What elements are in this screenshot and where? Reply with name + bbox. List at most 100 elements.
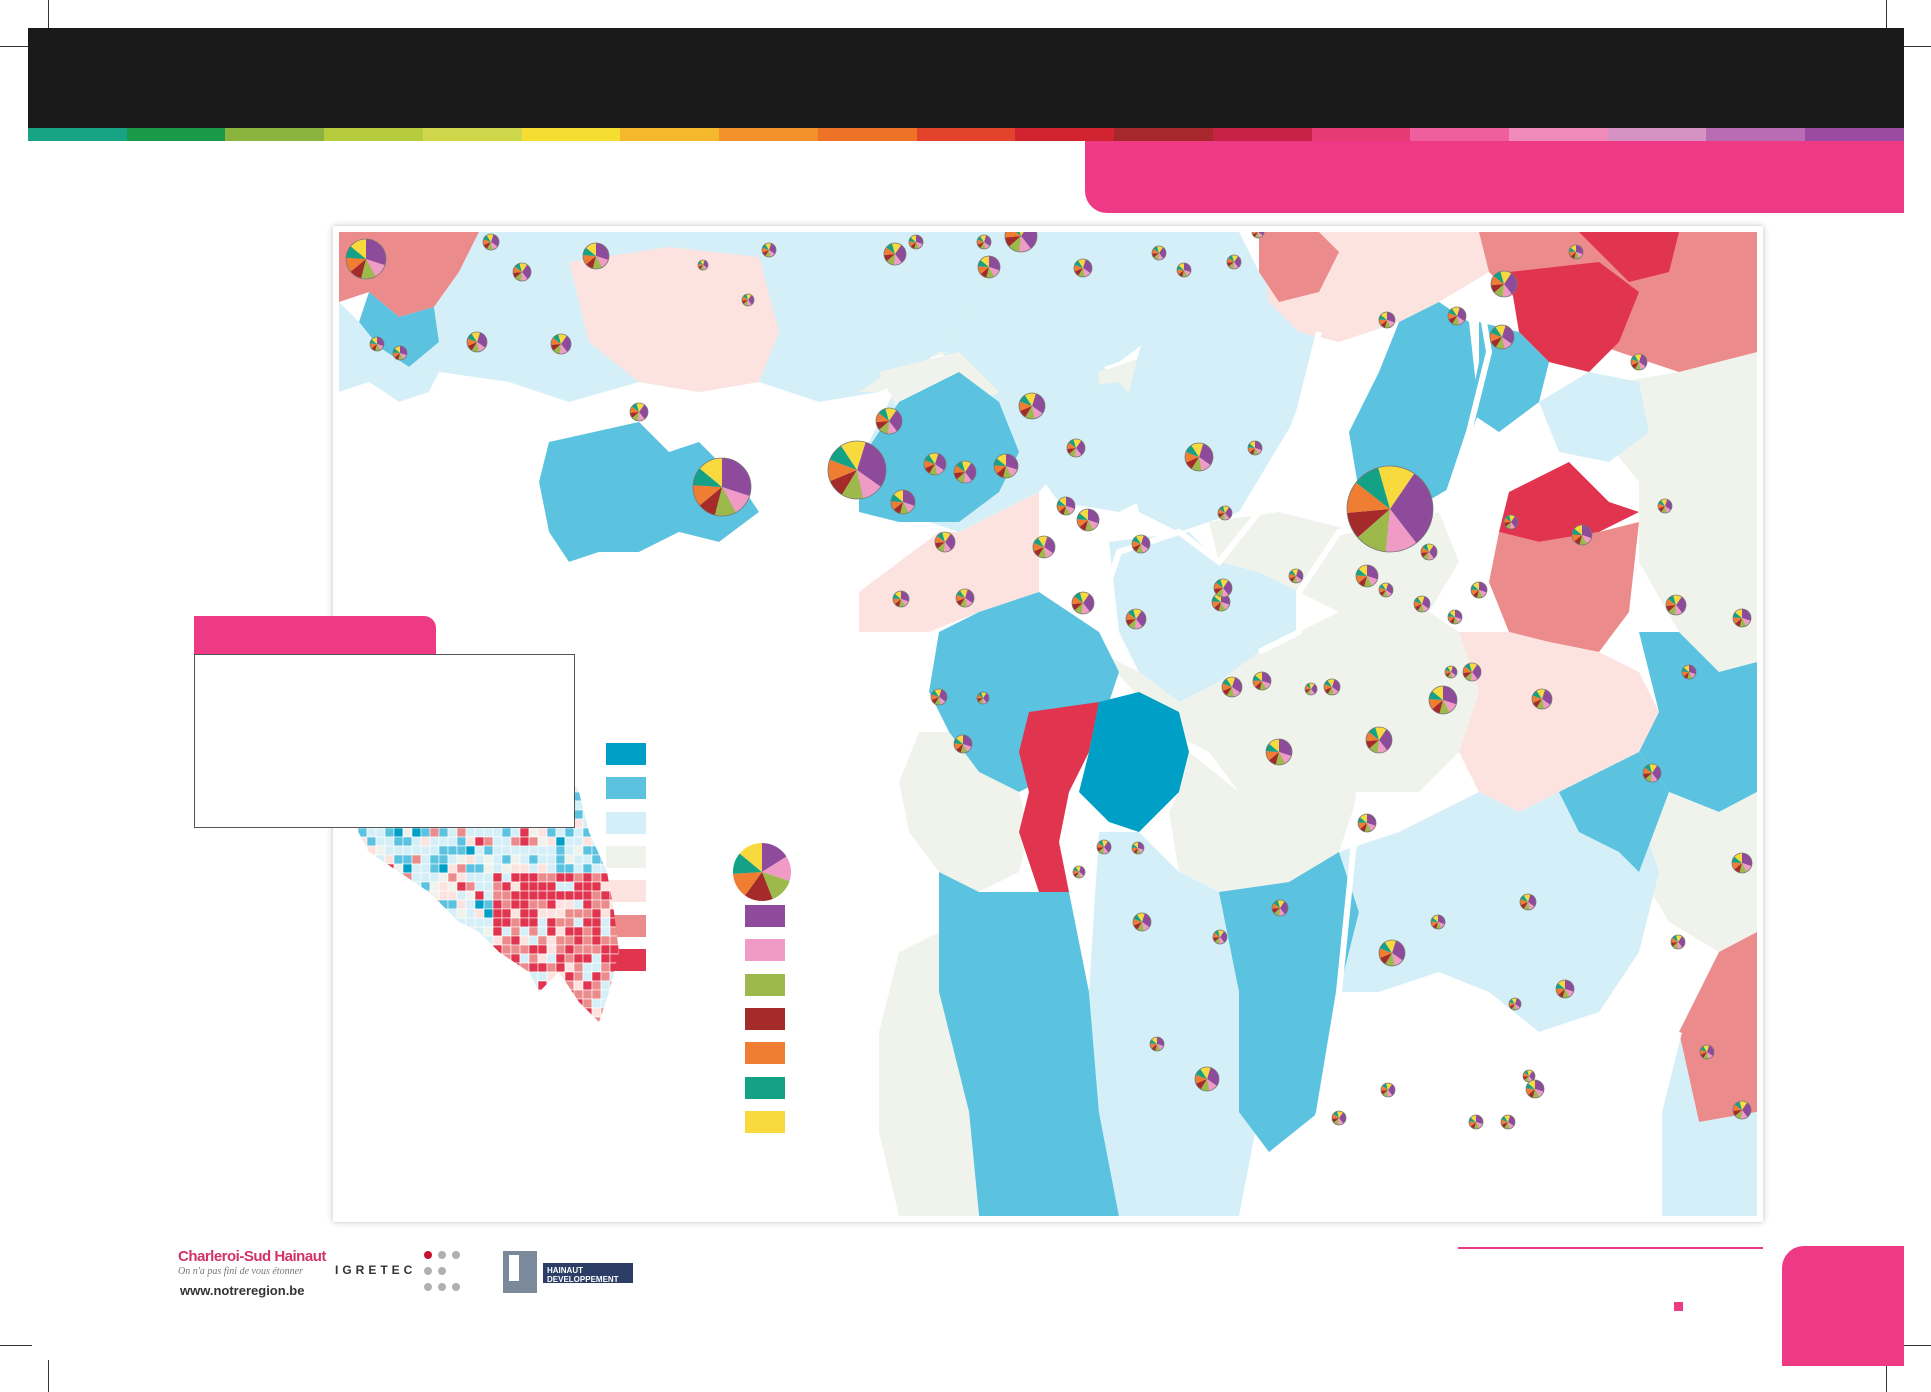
pie-slice — [996, 454, 1006, 466]
pie-slice — [931, 690, 939, 697]
pie-slice — [889, 410, 902, 432]
pie-slice — [471, 332, 480, 342]
pie-slice — [1368, 727, 1379, 740]
pie-symbol — [1430, 914, 1446, 930]
pie-slice — [1422, 596, 1431, 609]
pie-slice — [1536, 689, 1545, 699]
pie-slice — [1532, 690, 1542, 699]
pie-slice — [1005, 236, 1021, 247]
pie-slice — [1025, 406, 1035, 419]
pie-slice — [1524, 1070, 1529, 1076]
pie-slice — [1676, 596, 1687, 613]
pie-slice — [1360, 814, 1367, 823]
pie-slice — [956, 461, 965, 472]
pie-slice — [1157, 1037, 1164, 1047]
pie-slice — [1570, 252, 1576, 259]
pie-slice — [1417, 604, 1424, 612]
pie-slice — [1038, 547, 1047, 558]
pie-slice — [1292, 576, 1298, 583]
pie-slice — [1213, 932, 1220, 938]
pie-slice — [1574, 535, 1582, 545]
pie-symbol — [1642, 763, 1662, 783]
pie-slice — [1658, 506, 1665, 512]
pie-symbol — [1184, 442, 1214, 472]
pie-symbol — [1490, 270, 1518, 298]
pie-slice — [1431, 917, 1438, 922]
crop-mark — [0, 46, 32, 47]
pie-slice — [1150, 1043, 1157, 1049]
pie-slice — [893, 593, 901, 599]
pie-slice — [1707, 1045, 1714, 1057]
pie-slice — [1455, 610, 1462, 620]
pie-slice — [1448, 616, 1455, 622]
pie-slice — [1249, 448, 1255, 455]
pie-symbol — [482, 233, 500, 251]
pie-symbol — [1500, 1114, 1516, 1130]
crop-mark — [1886, 0, 1887, 32]
pie-symbol — [550, 333, 572, 355]
pie-slice — [1019, 401, 1032, 411]
pie-slice — [1083, 593, 1094, 612]
pie-slice — [1153, 246, 1159, 253]
pie-slice — [1212, 596, 1221, 602]
pie-slice — [1631, 362, 1639, 369]
pie-slice — [1742, 1102, 1751, 1118]
pie-slice — [1385, 509, 1417, 552]
website-link[interactable]: www.notreregion.be — [180, 1283, 305, 1298]
igretec-logo: IGRETEC — [335, 1251, 460, 1291]
pie-slice — [1132, 844, 1138, 848]
pie-slice — [1219, 937, 1225, 944]
pie-symbol — [1132, 912, 1152, 932]
pie-slice — [1253, 680, 1262, 687]
pie-slice — [965, 589, 975, 604]
pie-slice — [1556, 988, 1565, 995]
pie-slice — [996, 466, 1006, 478]
pie-symbol — [369, 336, 385, 352]
pie-slice — [914, 242, 920, 249]
pie-slice — [491, 234, 499, 247]
pie-slice — [909, 241, 916, 247]
pie-slice — [370, 343, 377, 349]
pie-symbol — [1508, 997, 1522, 1011]
pie-slice — [1033, 547, 1044, 557]
pie-slice — [935, 464, 944, 475]
pie-symbol — [629, 402, 649, 422]
pie-slice — [1448, 312, 1457, 320]
pie-slice — [929, 464, 938, 475]
charleroi-tagline: On n'a pas fini de vous étonner — [178, 1266, 303, 1277]
pie-slice — [1431, 921, 1438, 927]
pie-slice — [551, 344, 561, 351]
pie-symbol — [976, 691, 990, 705]
pie-slice — [1191, 457, 1202, 471]
pie-slice — [1366, 740, 1379, 749]
pie-slice — [1381, 1085, 1388, 1091]
pie-slice — [1232, 254, 1238, 262]
pie-slice — [1501, 1122, 1508, 1128]
pie-slice — [960, 589, 968, 598]
pie-slice — [986, 267, 995, 278]
stripe-segment — [620, 128, 720, 141]
pie-slice — [1214, 602, 1221, 611]
pie-slice — [483, 239, 491, 246]
pie-slice — [1579, 535, 1587, 545]
pie-slice — [935, 535, 945, 543]
pie-symbol — [1226, 254, 1242, 270]
pie-slice — [483, 235, 491, 242]
pie-slice — [960, 744, 968, 753]
pie-slice — [742, 296, 748, 301]
legend-pie — [733, 843, 791, 901]
pie-slice — [1677, 942, 1683, 949]
pie-slice — [1137, 913, 1145, 922]
pie-symbol — [1247, 440, 1263, 456]
pie-slice — [1392, 953, 1403, 966]
pie-slice — [1448, 316, 1457, 324]
pie-slice — [1296, 569, 1303, 581]
pie-slice — [1574, 525, 1582, 535]
pie-slice — [1081, 603, 1090, 614]
pie-slice — [901, 591, 909, 602]
pie-slice — [371, 344, 377, 351]
pie-slice — [1279, 908, 1285, 917]
pie-slice — [1387, 312, 1395, 323]
pie-slice — [1504, 1115, 1511, 1122]
pie-slice — [519, 263, 528, 272]
